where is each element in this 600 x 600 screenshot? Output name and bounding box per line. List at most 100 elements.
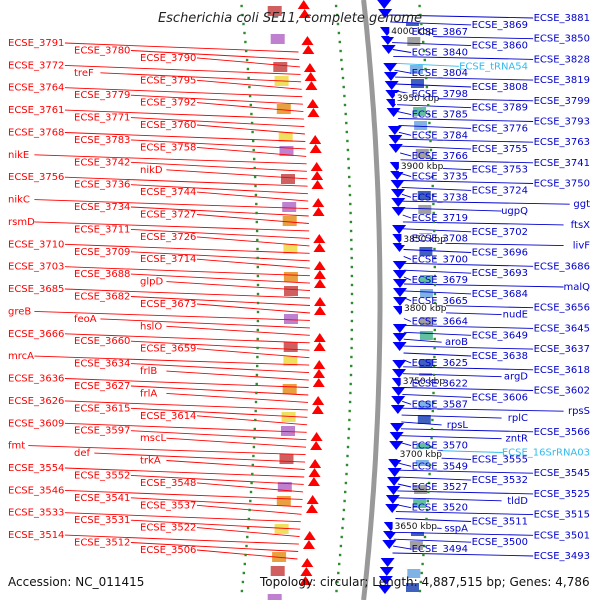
forward-gene-arrow [303, 531, 316, 540]
forward-cog-bar [282, 202, 297, 212]
label-leader-line [403, 283, 564, 288]
reverse-gene-arrow [392, 333, 407, 342]
label-leader-line [34, 355, 310, 366]
scale-tick [350, 319, 354, 323]
reverse-gene-arrow [377, 585, 392, 594]
scale-tick [427, 481, 431, 485]
reverse-gene-label: ECSE_3700 [412, 254, 468, 265]
reverse-gene-arrow [380, 558, 395, 567]
reverse-gene-arrow [392, 270, 407, 279]
forward-gene-arrow [313, 369, 326, 378]
reverse-cog-bar [419, 275, 433, 284]
scale-tick [345, 463, 349, 467]
scale-tick [250, 481, 253, 485]
scale-tick [433, 364, 436, 368]
reverse-cog-bar [420, 289, 433, 298]
forward-gene-label: ECSE_3512 [74, 538, 130, 549]
label-leader-line [402, 221, 564, 226]
forward-gene-arrow [312, 207, 325, 216]
scale-tick [344, 112, 347, 116]
scale-tick [254, 184, 257, 188]
scale-tick [246, 526, 250, 530]
scale-tick [348, 184, 351, 188]
scale-tick [428, 472, 431, 476]
label-leader-line [130, 117, 305, 128]
reverse-gene-arrow [379, 567, 394, 576]
forward-gene-label: ECSE_3783 [74, 135, 130, 146]
reverse-gene-arrow [387, 468, 402, 477]
forward-cog-bar [279, 454, 294, 464]
reverse-gene-label: ECSE_3738 [412, 192, 468, 203]
label-leader-line [130, 430, 307, 441]
reverse-gene-label: ECSE_3724 [472, 185, 528, 196]
reverse-cog-bar [415, 149, 429, 158]
scale-tick [338, 40, 341, 44]
scale-tick [241, 13, 244, 17]
label-leader-line [400, 159, 534, 164]
label-leader-line [64, 266, 310, 277]
scale-tick [433, 283, 437, 287]
forward-gene-label: ECSE_3685 [8, 284, 64, 295]
label-leader-line [397, 483, 412, 488]
scale-tick [336, 580, 339, 584]
kbp-label: 3900 kbp [401, 162, 444, 172]
forward-gene-label: mscL [140, 433, 166, 444]
reverse-gene-label: ECSE_3753 [472, 165, 528, 176]
forward-gene-label: ECSE_3756 [8, 172, 64, 183]
reverse-gene-label: livF [573, 241, 590, 252]
label-leader-line [130, 519, 301, 530]
label-leader-line [130, 139, 306, 150]
label-leader-line [130, 497, 303, 508]
scale-tick [426, 508, 429, 512]
forward-gene-label: ECSE_3771 [74, 113, 130, 124]
scale-tick [345, 121, 348, 125]
forward-cog-bar [283, 244, 298, 254]
reverse-gene-arrow [391, 198, 406, 207]
label-leader-line [403, 276, 412, 281]
label-leader-line [400, 435, 502, 440]
forward-gene-arrow [313, 342, 326, 351]
scale-tick [422, 49, 426, 53]
forward-cog-bar [284, 314, 298, 324]
scale-tick [348, 409, 351, 413]
scale-tick [247, 517, 251, 521]
scale-tick [433, 355, 436, 359]
reverse-gene-label: nudE [503, 310, 528, 321]
forward-gene-label: ECSE_3506 [140, 545, 196, 556]
scale-tick [432, 373, 436, 377]
scale-tick [348, 400, 352, 404]
label-leader-line [130, 340, 310, 351]
label-leader-line [166, 281, 311, 292]
label-leader-line [402, 214, 412, 219]
label-leader-line [403, 249, 472, 253]
forward-gene-arrow [311, 405, 324, 414]
reverse-gene-label: ECSE_3527 [412, 482, 468, 493]
scale-tick [431, 409, 434, 413]
scale-tick [433, 256, 436, 260]
scale-tick [426, 499, 429, 503]
scale-tick [343, 94, 346, 98]
reverse-gene-arrow [392, 288, 407, 297]
reverse-gene-arrow [388, 135, 403, 144]
reverse-gene-arrow [392, 243, 407, 252]
scale-tick [432, 211, 435, 215]
label-leader-line [395, 83, 472, 88]
forward-cog-bar [276, 104, 291, 114]
scale-tick [432, 220, 436, 224]
label-leader-line [395, 518, 472, 522]
reverse-gene-arrow [385, 90, 400, 99]
scale-tick [343, 103, 347, 107]
label-leader-line [130, 474, 304, 485]
reverse-gene-label: ECSE_3494 [412, 544, 468, 555]
reverse-gene-arrow [383, 72, 398, 81]
forward-gene-arrow [312, 198, 325, 207]
label-leader-line [130, 184, 308, 195]
label-leader-line [166, 325, 310, 336]
forward-gene-label: rsmD [8, 217, 35, 228]
reverse-gene-arrow [392, 297, 407, 306]
scale-tick [245, 544, 248, 548]
scale-tick [255, 202, 258, 206]
reverse-cog-bar [414, 121, 428, 130]
